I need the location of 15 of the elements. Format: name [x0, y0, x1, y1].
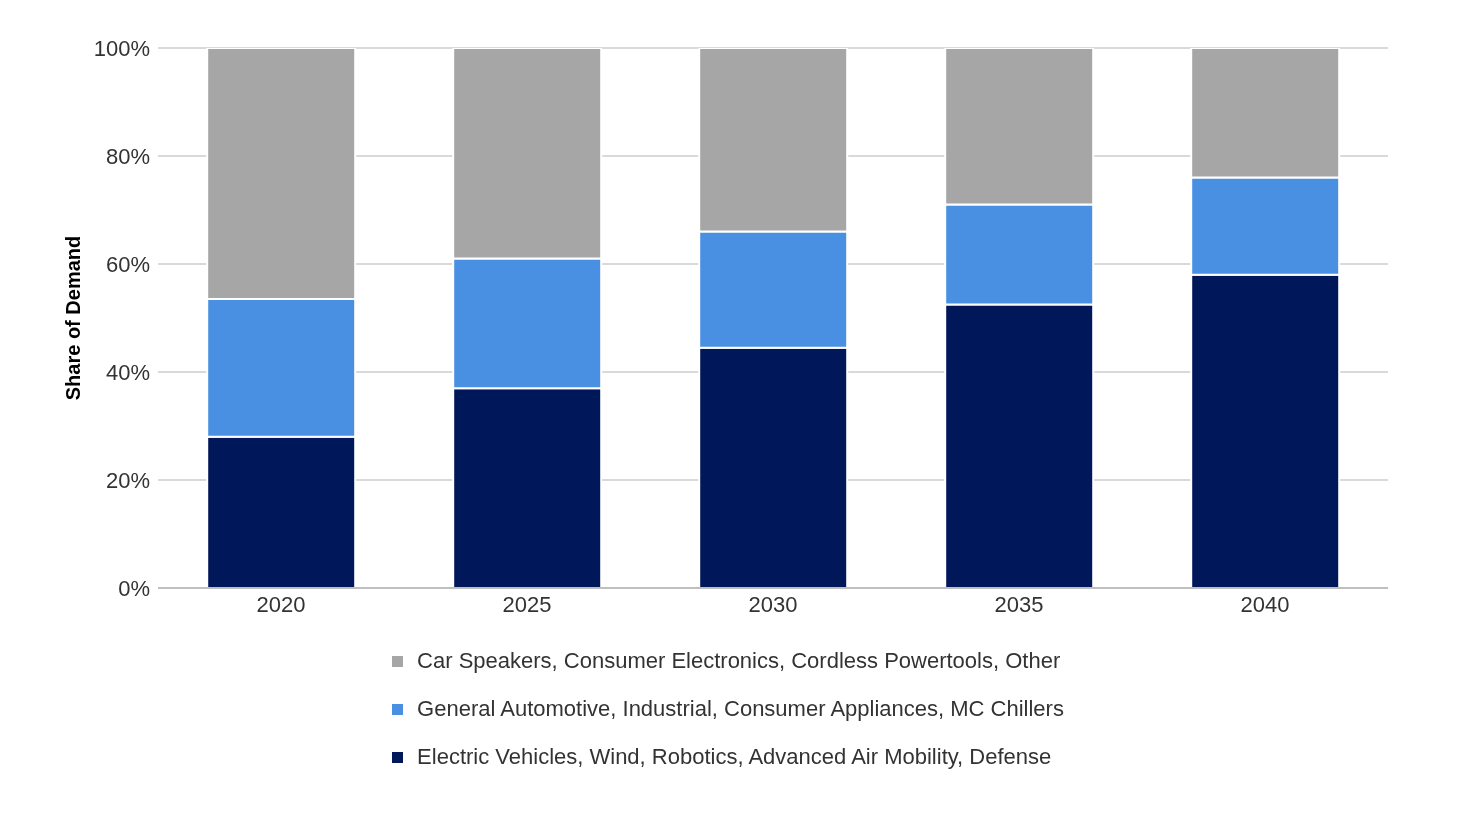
y-tick-label: 100%	[93, 35, 150, 61]
y-tick-label: 80%	[105, 143, 150, 169]
x-tick-label: 2035	[994, 591, 1044, 617]
y-tick-label: 20%	[105, 467, 150, 493]
x-tick-label: 2025	[502, 591, 552, 617]
y-tick-label: 60%	[105, 251, 150, 277]
legend-label: General Automotive, Industrial, Consumer Appliances, MC Chillers	[417, 696, 1064, 722]
y-tick-label: 40%	[105, 359, 150, 385]
y-axis-title: Share of Demand	[62, 235, 85, 401]
legend-label: Electric Vehicles, Wind, Robotics, Advanced Air Mobility, Defense	[417, 744, 1052, 770]
x-tick-label: 2040	[1240, 591, 1290, 617]
legend-label: Car Speakers, Consumer Electronics, Cordless Powertools, Other	[417, 648, 1061, 674]
x-tick-label: 2020	[256, 591, 306, 617]
x-tick-label: 2030	[748, 591, 798, 617]
y-tick-label: 0%	[118, 575, 150, 601]
